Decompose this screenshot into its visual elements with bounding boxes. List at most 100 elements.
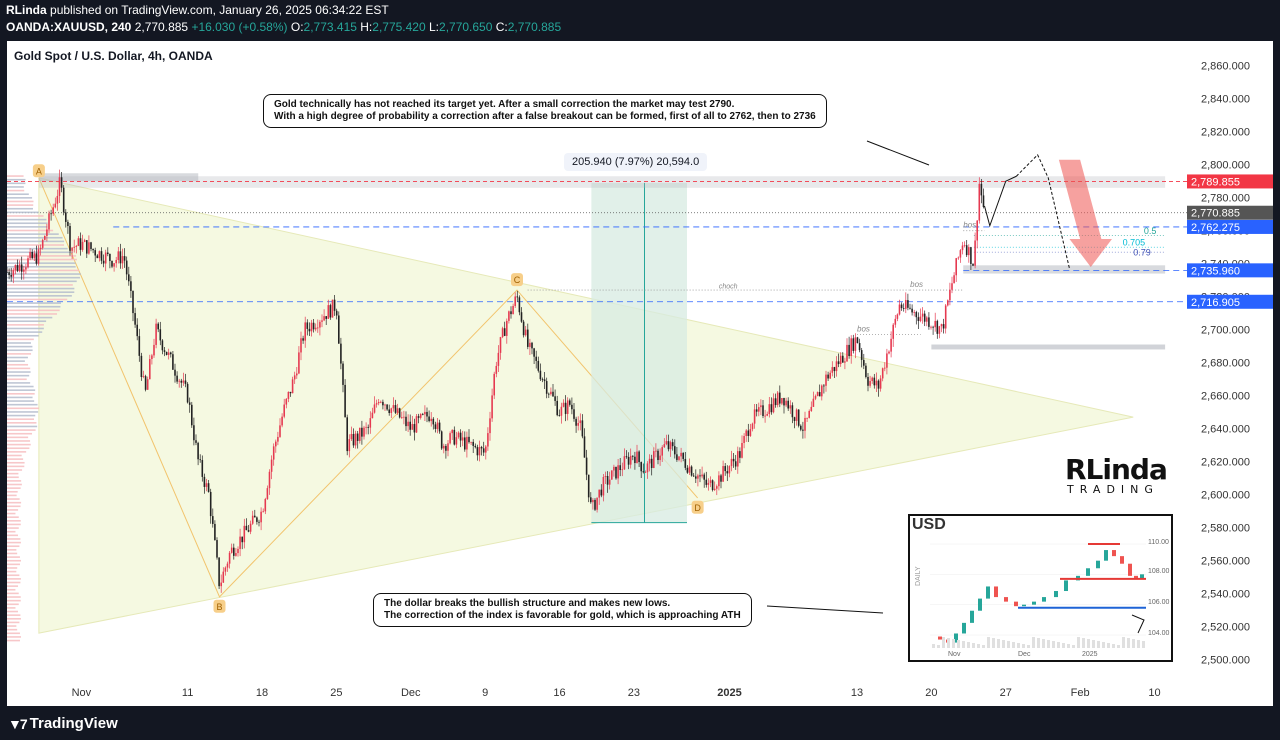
time-tick: 18	[256, 687, 268, 699]
candle-body	[8, 272, 10, 276]
profile-bar	[7, 374, 30, 377]
inset-volume	[982, 645, 985, 648]
candle-body	[627, 457, 630, 465]
candle-body	[529, 342, 531, 347]
candle-body	[197, 442, 199, 460]
candle-body	[535, 356, 537, 361]
candle-body	[289, 391, 292, 394]
candle-body	[604, 476, 607, 478]
candle-body	[314, 327, 317, 330]
candle-body	[829, 372, 831, 379]
candle-body	[140, 355, 143, 378]
candle-body	[510, 311, 512, 315]
candle-body	[167, 352, 170, 355]
profile-bar	[7, 247, 68, 250]
profile-bar	[7, 367, 31, 370]
inset-volume	[1072, 645, 1075, 648]
author-name[interactable]: RLinda	[6, 3, 47, 17]
profile-bar	[7, 349, 33, 352]
time-tick: 9	[482, 687, 488, 699]
inset-candle	[1120, 556, 1124, 564]
candle-body	[75, 245, 78, 247]
inset-volume	[1012, 642, 1015, 648]
candle-body	[531, 342, 533, 349]
inset-volume	[1017, 643, 1020, 648]
time-axis[interactable]: Nov 11 18 25 Dec 9 16 23 2025 13 20 27 Feb 10	[7, 681, 1273, 706]
profile-bar	[7, 305, 61, 308]
candle-body	[205, 483, 208, 487]
open-label: O:	[290, 20, 304, 34]
bottom-annotation-line2: The correction of the index is favorable…	[384, 610, 741, 621]
profile-bar	[7, 411, 39, 413]
inset-x-2025: 2025	[1082, 651, 1098, 658]
profile-bar	[7, 226, 48, 228]
price-axis[interactable]: 2,500.000 2,520.000 2,540.000 2,560.000 2,58…	[1187, 41, 1273, 706]
profile-bar	[7, 617, 21, 620]
candle-body	[737, 451, 739, 467]
candle-body	[144, 376, 147, 390]
inset-candle	[1014, 601, 1018, 607]
inset-volume	[1077, 637, 1080, 648]
candle-body	[930, 326, 932, 328]
candle-body	[839, 355, 842, 365]
candle-body	[772, 398, 775, 413]
profile-bar	[7, 287, 75, 290]
candle-body	[373, 404, 376, 413]
candle-body	[923, 313, 926, 322]
candle-body	[709, 480, 712, 483]
candle-body	[596, 497, 598, 510]
inset-tick-108: 108.00	[1148, 568, 1170, 575]
profile-bar	[7, 211, 39, 214]
inset-volume	[1112, 644, 1115, 648]
candle-body	[783, 398, 785, 406]
profile-bar	[7, 236, 63, 239]
resistance-zone	[38, 176, 1166, 188]
candle-body	[300, 338, 302, 353]
inset-candle	[1096, 560, 1100, 569]
tradingview-brand: TradingView	[29, 715, 118, 732]
candle-body	[680, 452, 682, 457]
profile-bar	[7, 309, 60, 312]
inset-candle	[954, 633, 958, 643]
profile-bar	[7, 298, 68, 301]
candle-body	[361, 427, 363, 437]
candle-body	[527, 329, 529, 347]
candle-body	[41, 239, 44, 248]
candle-body	[52, 207, 54, 214]
candle-body	[726, 471, 729, 474]
inset-candle	[1004, 597, 1008, 602]
inset-volume	[1107, 643, 1110, 648]
candle-body	[974, 240, 976, 266]
candle-body	[867, 376, 869, 386]
candle-body	[802, 429, 804, 431]
inset-volume	[1082, 638, 1085, 648]
candle-body	[346, 417, 348, 452]
projection-arrow-1	[984, 175, 1017, 228]
candle-body	[856, 337, 859, 344]
profile-bar	[7, 472, 19, 475]
candle-body	[291, 379, 294, 394]
inset-volume	[987, 637, 990, 648]
candle-body	[611, 470, 613, 480]
top-annotation-line2: With a high degree of probability a corr…	[274, 111, 816, 122]
profile-bar	[7, 291, 75, 293]
candle-body	[281, 416, 283, 426]
candle-body	[151, 355, 153, 360]
candle-body	[180, 380, 183, 383]
profile-bar	[7, 436, 29, 439]
candle-body	[690, 466, 693, 476]
candle-body	[942, 324, 945, 329]
profile-bar	[7, 251, 73, 254]
candle-body	[890, 338, 892, 352]
candle-body	[852, 338, 855, 351]
profile-bar	[7, 461, 25, 464]
candle-body	[968, 247, 970, 256]
candle-body	[705, 479, 708, 485]
tradingview-logo[interactable]: ▼7 TradingView	[8, 715, 118, 732]
candle-body	[199, 459, 201, 461]
candle-body	[543, 379, 546, 382]
candle-body	[566, 400, 569, 414]
fib-079-label: 0.79	[1133, 247, 1151, 257]
